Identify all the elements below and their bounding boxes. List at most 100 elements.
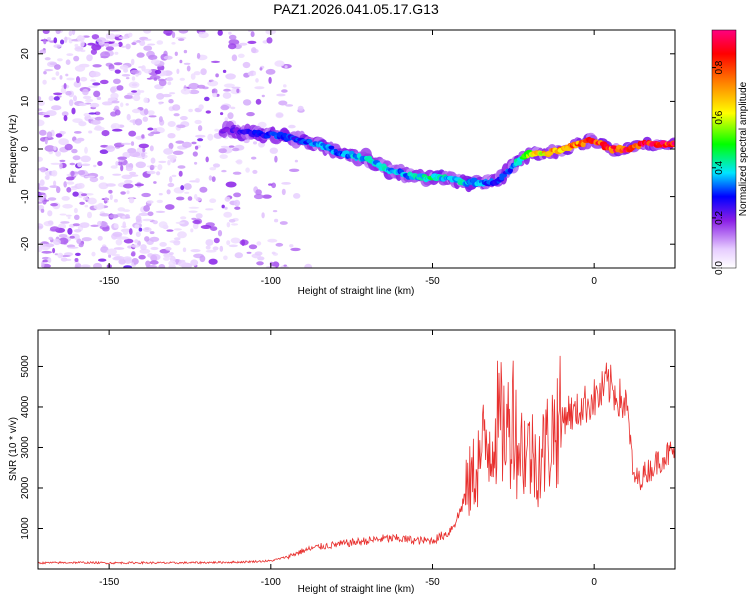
spectrogram-noise-cell — [120, 142, 132, 145]
spectrogram-noise-cell — [166, 76, 174, 82]
spectrogram-noise-cell — [68, 38, 73, 44]
spectrogram-noise-cell — [90, 224, 100, 227]
spectrogram-noise-cell — [96, 37, 107, 43]
spectrogram-noise-cell — [250, 31, 255, 38]
spectrogram-noise-cell — [134, 118, 143, 126]
spectrogram-noise-cell — [38, 186, 49, 191]
spectrogram-noise-cell — [289, 168, 300, 172]
spectrogram-noise-cell — [121, 74, 131, 77]
snr-frame — [37, 329, 676, 570]
y-tick-label: 10 — [20, 95, 31, 107]
spectrogram-noise-cell — [141, 192, 151, 198]
spectrogram-noise-cell — [74, 43, 79, 48]
spectrogram-noise-cell — [258, 144, 265, 148]
spectrogram-noise-cell — [147, 211, 154, 217]
spectrogram-noise-cell — [39, 179, 45, 186]
spectrogram-noise-cell — [39, 129, 47, 136]
spectrogram-noise-cell — [237, 53, 245, 58]
spectrogram-noise-cell — [143, 205, 151, 212]
spectrogram-noise-cell — [158, 102, 163, 105]
spectrogram-noise-cell — [61, 111, 69, 117]
spectrogram-noise-cell — [179, 259, 186, 263]
spectrogram-noise-cell — [94, 116, 105, 121]
spectrogram-noise-cell — [158, 79, 167, 87]
spectrogram-noise-cell — [98, 182, 109, 190]
snr-panel: -150 -100 -50 0 1000 2000 3000 4000 5000 Height … — [8, 329, 676, 595]
spectrogram-noise-cell — [56, 186, 61, 194]
spectrogram-noise-cell — [38, 96, 42, 101]
spectrogram-noise-cell — [88, 112, 97, 115]
spectrogram-noise-cell — [63, 83, 67, 90]
spectrogram-noise-cell — [284, 65, 288, 69]
snr-y-axis-label: SNR (10 * v/v) — [8, 417, 19, 481]
spectrogram-noise-cell — [117, 207, 126, 212]
spectrogram-noise-cell — [163, 148, 174, 155]
spectrogram-noise-cell — [268, 183, 273, 186]
spectrogram-noise-cell — [127, 92, 135, 96]
spectrogram-noise-cell — [53, 44, 62, 48]
spectrogram-noise-cell — [76, 76, 80, 84]
spectrogram-noise-cell — [126, 190, 130, 195]
spectrogram-noise-cell — [73, 139, 82, 144]
spectrogram-noise-cell — [252, 169, 258, 174]
spectrogram-noise-cell — [116, 85, 124, 91]
spectrogram-noise-cell — [139, 248, 151, 254]
spectrogram-noise-cell — [255, 189, 262, 196]
spectrogram-noise-cell — [198, 31, 203, 35]
spectrogram-noise-cell — [57, 58, 63, 62]
spectrogram-noise-cell — [114, 109, 121, 116]
spectrogram-noise-cell — [213, 237, 220, 244]
spectrogram-noise-cell — [281, 182, 291, 185]
spectrogram-noise-cell — [91, 251, 96, 257]
spectrogram-noise-cell — [200, 68, 207, 76]
spectrogram-noise-cell — [148, 54, 158, 61]
spectrogram-noise-cell — [125, 77, 130, 80]
x-tick-label: -150 — [99, 276, 119, 287]
spectrogram-noise-cell — [80, 193, 88, 197]
spectrogram-noise-cell — [168, 99, 174, 104]
spectrogram-y-axis-label: Frequency (Hz) — [8, 115, 19, 184]
spectrogram-noise-cell — [104, 197, 108, 202]
spectrogram-noise-cell — [38, 246, 43, 253]
spectrogram-noise-cell — [105, 183, 116, 187]
spectrogram-noise-cell — [72, 223, 80, 227]
spectrogram-noise-cell — [158, 116, 163, 123]
snr-y-tick-label: 2000 — [20, 476, 31, 499]
spectrogram-noise-cell — [267, 238, 278, 243]
spectrogram-noise-cell — [143, 45, 153, 51]
colorbar-tick-label: 0.0 — [714, 261, 725, 275]
spectrogram-noise-cell — [75, 252, 81, 256]
spectrogram-noise-cell — [169, 92, 176, 95]
spectrogram-noise-cell — [55, 151, 62, 157]
spectrogram-noise-cell — [228, 31, 232, 35]
spectrogram-noise-cell — [195, 197, 202, 202]
spectrogram-noise-cell — [65, 73, 69, 77]
spectrogram-noise-cell — [129, 171, 137, 175]
spectrogram-noise-cell — [167, 182, 175, 188]
spectrogram-noise-cell — [210, 60, 221, 64]
spectrogram-noise-cell — [169, 252, 174, 255]
spectrogram-noise-cell — [142, 116, 148, 122]
spectrogram-noise-cell — [50, 162, 61, 165]
spectrogram-noise-cell — [149, 231, 155, 235]
spectrogram-noise-cell — [167, 154, 177, 160]
spectrogram-noise-cell — [100, 51, 111, 59]
spectrogram-noise-cell — [130, 69, 140, 74]
spectrogram-noise-cell — [205, 156, 209, 163]
spectrogram-noise-cell — [123, 238, 134, 244]
spectrogram-noise-cell — [199, 186, 208, 193]
spectrogram-noise-cell — [210, 79, 214, 82]
spectrogram-noise-cell — [163, 55, 173, 60]
spectrogram-noise-cell — [271, 251, 276, 255]
spectrogram-noise-cell — [192, 219, 201, 224]
spectrogram-noise-cell — [173, 228, 182, 231]
spectrogram-noise-cell — [217, 230, 223, 237]
spectrogram-noise-cell — [186, 65, 191, 72]
spectrogram-noise-cell — [58, 138, 69, 146]
y-tick-label: 0 — [20, 146, 31, 152]
spectrogram-noise-cell — [172, 104, 181, 111]
spectrogram-noise-cell — [176, 196, 185, 201]
spectrogram-noise-cell — [51, 77, 56, 81]
spectrogram-noise-cell — [41, 250, 53, 254]
